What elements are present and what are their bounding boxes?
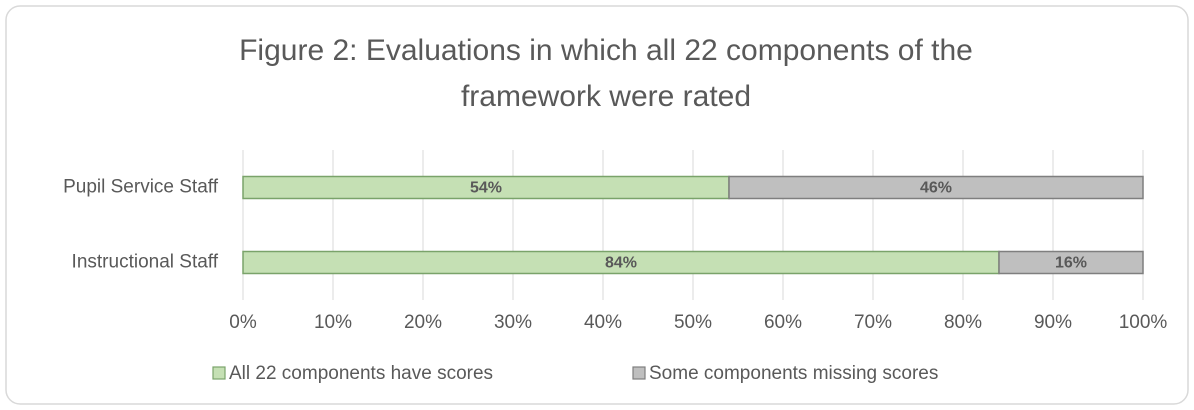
x-tick-label: 30% <box>494 312 532 333</box>
legend-swatch <box>632 366 646 380</box>
x-tick-label: 80% <box>944 312 982 333</box>
x-tick-label: 40% <box>584 312 622 333</box>
x-tick-label: 20% <box>404 312 442 333</box>
y-tick-label: Instructional Staff <box>72 252 219 273</box>
legend-label: All 22 components have scores <box>229 363 493 384</box>
x-tick-label: 50% <box>674 312 712 333</box>
chart-title: Figure 2: Evaluations in which all 22 co… <box>239 34 973 67</box>
chart-border <box>5 5 1189 405</box>
data-label: 46% <box>920 180 952 197</box>
x-tick-label: 70% <box>854 312 892 333</box>
x-tick-label: 10% <box>314 312 352 333</box>
legend-label: Some components missing scores <box>649 363 938 384</box>
x-tick-label: 100% <box>1119 312 1168 333</box>
bar-segment <box>998 250 1144 275</box>
bar-segment <box>728 175 1144 200</box>
x-tick-label: 60% <box>764 312 802 333</box>
data-label: 54% <box>470 180 502 197</box>
x-tick-label: 90% <box>1034 312 1072 333</box>
legend-swatch <box>212 366 226 380</box>
data-label: 84% <box>605 255 637 272</box>
chart-title: framework were rated <box>461 80 751 113</box>
y-tick-label: Pupil Service Staff <box>63 177 219 198</box>
data-label: 16% <box>1055 255 1087 272</box>
x-tick-label: 0% <box>229 312 257 333</box>
